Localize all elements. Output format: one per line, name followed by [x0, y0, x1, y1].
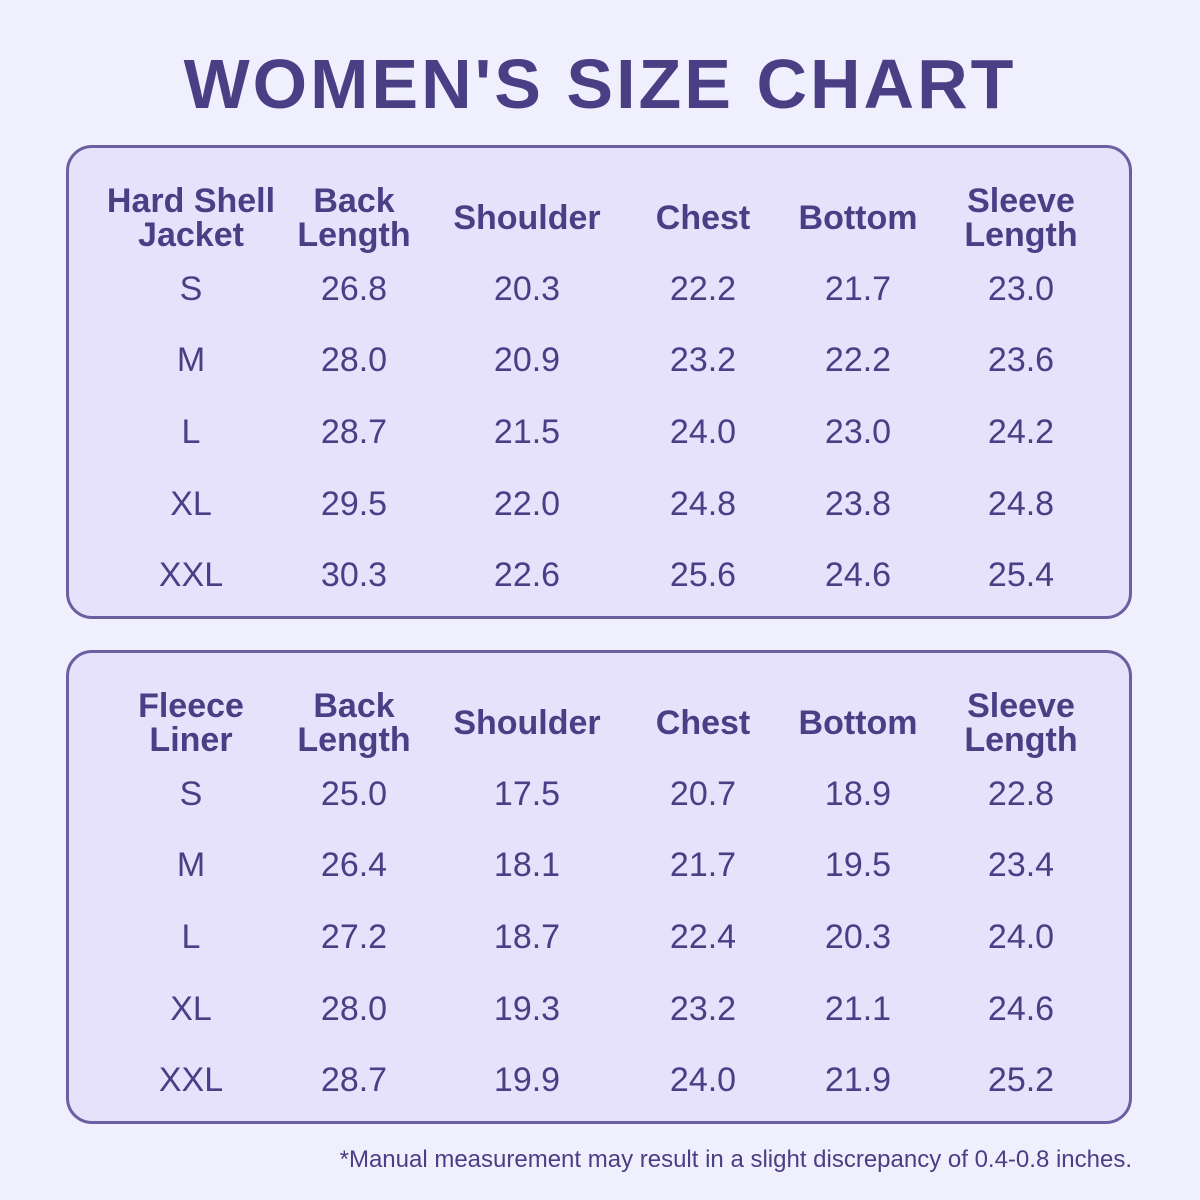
column-header: Shoulder [453, 199, 601, 237]
value-cell: 18.1 [493, 846, 561, 884]
value-cell: 17.5 [493, 775, 561, 813]
value-cell: 27.2 [320, 918, 388, 956]
column-header: Chest [655, 199, 751, 237]
column-header: Chest [655, 704, 751, 742]
size-cell: L [181, 918, 201, 956]
value-cell: 25.2 [987, 1061, 1055, 1099]
value-cell: 28.0 [320, 341, 388, 379]
value-cell: 23.6 [987, 341, 1055, 379]
value-cell: 19.3 [493, 990, 561, 1028]
value-cell: 21.5 [493, 413, 561, 451]
column-header: Bottom [798, 199, 918, 237]
value-cell: 24.6 [987, 990, 1055, 1028]
column-header: Bottom [798, 704, 918, 742]
value-cell: 26.4 [320, 846, 388, 884]
value-cell: 23.8 [824, 485, 892, 523]
table-row: L 28.7 21.5 24.0 23.0 24.2 [69, 407, 1129, 457]
table-row: XXL 28.7 19.9 24.0 21.9 25.2 [69, 1055, 1129, 1105]
table-row: XXL 30.3 22.6 25.6 24.6 25.4 [69, 550, 1129, 600]
value-cell: 23.0 [824, 413, 892, 451]
value-cell: 21.7 [824, 270, 892, 308]
value-cell: 22.8 [987, 775, 1055, 813]
hard-shell-jacket-table: Hard Shell Jacket Back Length Shoulder Chest B… [66, 145, 1132, 619]
value-cell: 24.8 [669, 485, 737, 523]
column-header: Sleeve Length [964, 182, 1078, 254]
column-header: Sleeve Length [964, 687, 1078, 759]
value-cell: 21.1 [824, 990, 892, 1028]
value-cell: 26.8 [320, 270, 388, 308]
value-cell: 20.3 [493, 270, 561, 308]
value-cell: 18.7 [493, 918, 561, 956]
table-row: M 28.0 20.9 23.2 22.2 23.6 [69, 335, 1129, 385]
table-row: S 26.8 20.3 22.2 21.7 23.0 [69, 264, 1129, 314]
value-cell: 24.0 [987, 918, 1055, 956]
table-row: XL 28.0 19.3 23.2 21.1 24.6 [69, 984, 1129, 1034]
table-row: S 25.0 17.5 20.7 18.9 22.8 [69, 769, 1129, 819]
size-cell: M [176, 341, 206, 379]
page-title: WOMEN'S SIZE CHART [183, 45, 1017, 123]
value-cell: 22.4 [669, 918, 737, 956]
value-cell: 23.2 [669, 341, 737, 379]
value-cell: 24.6 [824, 556, 892, 594]
value-cell: 24.8 [987, 485, 1055, 523]
value-cell: 25.0 [320, 775, 388, 813]
value-cell: 22.0 [493, 485, 561, 523]
size-cell: XXL [158, 556, 224, 594]
size-cell: XL [170, 990, 212, 1028]
column-header: Back Length [297, 687, 411, 759]
value-cell: 19.5 [824, 846, 892, 884]
size-cell: XL [170, 485, 212, 523]
value-cell: 23.2 [669, 990, 737, 1028]
table-row: L 27.2 18.7 22.4 20.3 24.0 [69, 912, 1129, 962]
value-cell: 29.5 [320, 485, 388, 523]
column-header: Shoulder [453, 704, 601, 742]
value-cell: 18.9 [824, 775, 892, 813]
value-cell: 30.3 [320, 556, 388, 594]
value-cell: 19.9 [493, 1061, 561, 1099]
value-cell: 25.4 [987, 556, 1055, 594]
value-cell: 22.6 [493, 556, 561, 594]
size-cell: S [179, 775, 203, 813]
footnote: *Manual measurement may result in a slig… [339, 1146, 1132, 1173]
value-cell: 21.7 [669, 846, 737, 884]
value-cell: 20.7 [669, 775, 737, 813]
size-cell: XXL [158, 1061, 224, 1099]
value-cell: 20.3 [824, 918, 892, 956]
size-cell: L [181, 413, 201, 451]
value-cell: 23.4 [987, 846, 1055, 884]
value-cell: 20.9 [493, 341, 561, 379]
value-cell: 28.7 [320, 413, 388, 451]
value-cell: 22.2 [824, 341, 892, 379]
fleece-liner-table: Fleece Liner Back Length Shoulder Chest Bottom… [66, 650, 1132, 1124]
table-row: M 26.4 18.1 21.7 19.5 23.4 [69, 840, 1129, 890]
value-cell: 24.2 [987, 413, 1055, 451]
value-cell: 24.0 [669, 413, 737, 451]
value-cell: 21.9 [824, 1061, 892, 1099]
value-cell: 25.6 [669, 556, 737, 594]
column-header: Back Length [297, 182, 411, 254]
value-cell: 28.7 [320, 1061, 388, 1099]
size-cell: S [179, 270, 203, 308]
size-cell: M [176, 846, 206, 884]
value-cell: 23.0 [987, 270, 1055, 308]
value-cell: 28.0 [320, 990, 388, 1028]
value-cell: 24.0 [669, 1061, 737, 1099]
table-row: XL 29.5 22.0 24.8 23.8 24.8 [69, 479, 1129, 529]
value-cell: 22.2 [669, 270, 737, 308]
table-label: Fleece Liner [138, 687, 244, 759]
table-label: Hard Shell Jacket [106, 182, 276, 254]
